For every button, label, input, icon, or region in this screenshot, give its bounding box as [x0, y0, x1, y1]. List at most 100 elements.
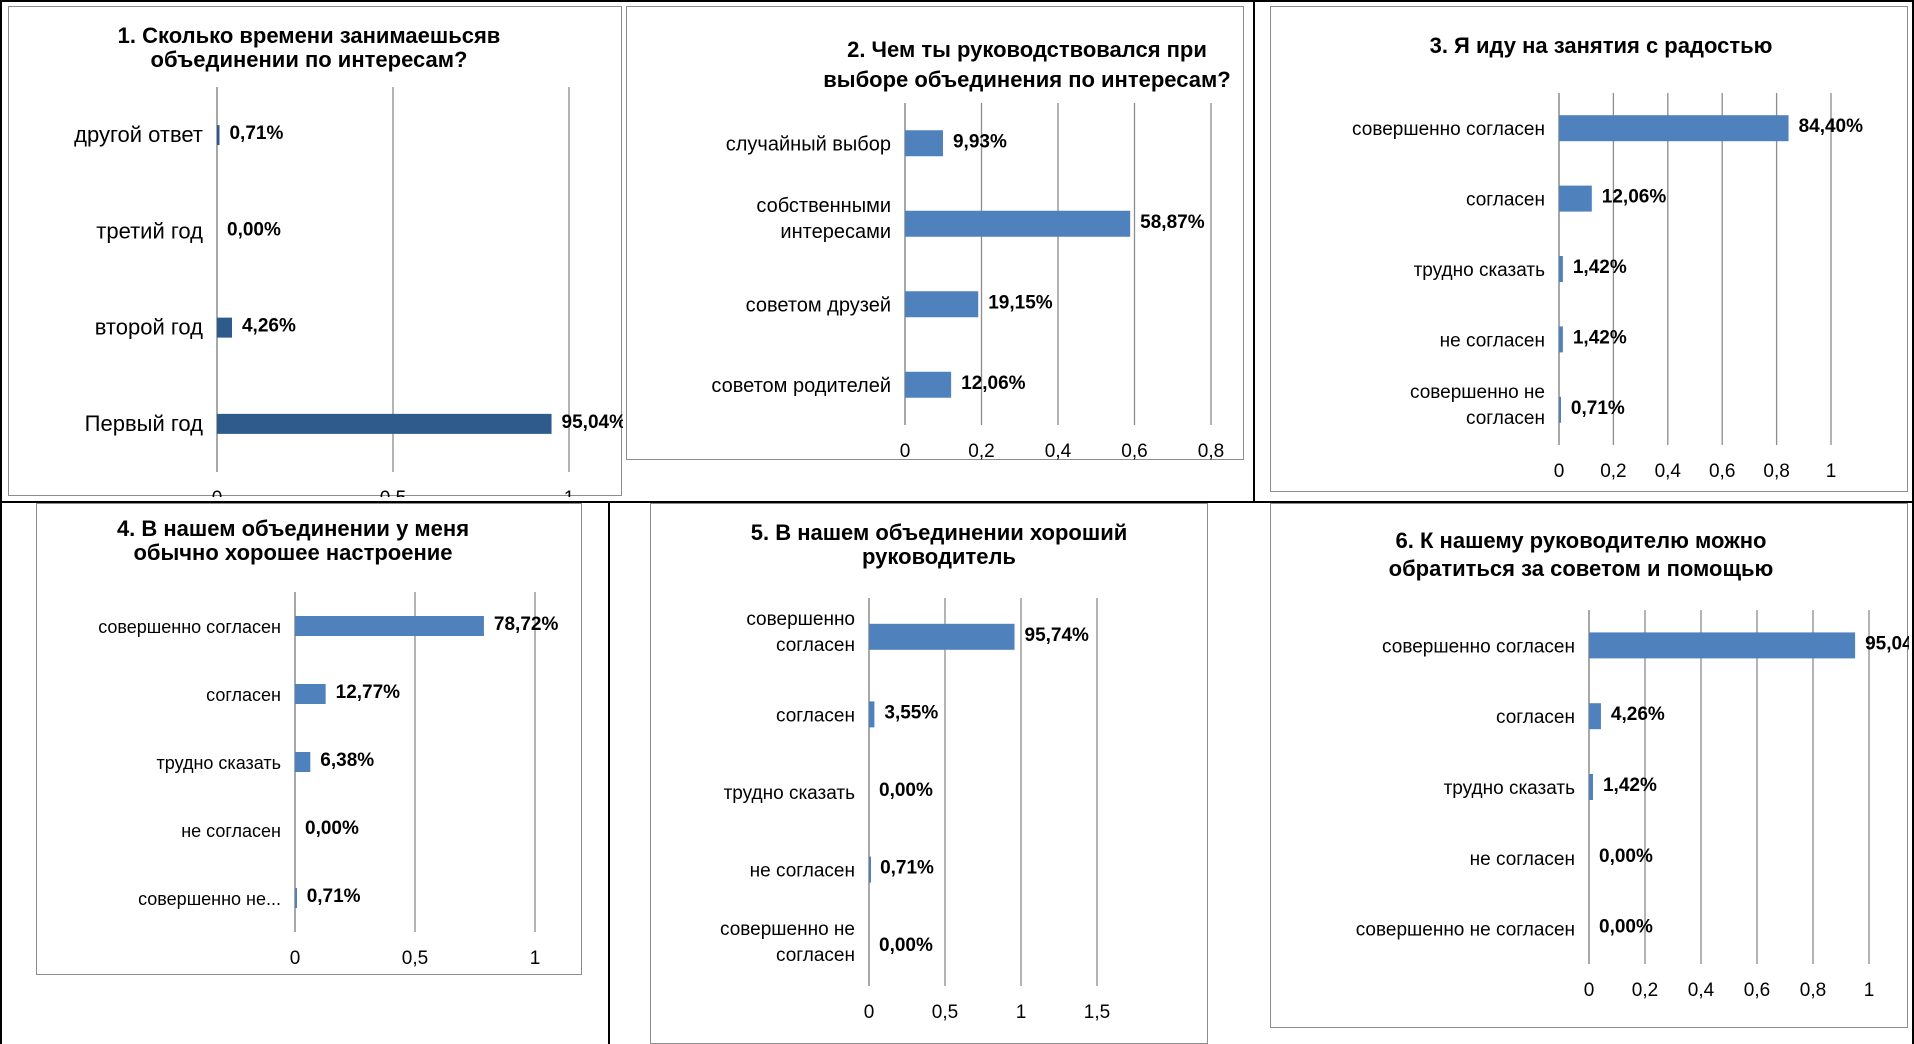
x-tick-label: 0	[1584, 980, 1595, 1001]
table-column-divider-top	[1253, 0, 1255, 503]
category-label: согласен	[206, 685, 281, 705]
category-label-line: собственными	[756, 195, 891, 217]
chart-1: 1. Сколько времени занимаешьсяв объединен…	[74, 23, 626, 509]
table-border-right	[1912, 0, 1914, 1044]
bar	[295, 684, 326, 704]
chart-2-title-line: выборе объединения по интересам?	[823, 67, 1230, 92]
category-label: согласен	[1496, 707, 1575, 728]
data-label: 12,77%	[336, 682, 401, 703]
data-label: 84,40%	[1799, 116, 1864, 137]
x-tick-label: 0,5	[402, 948, 428, 969]
data-label: 95,04%	[562, 412, 623, 433]
category-label: не согласен	[1470, 849, 1575, 870]
bar	[1589, 632, 1856, 659]
table-column-divider-bottom	[608, 503, 610, 1044]
chart-6-frame: 6. К нашему руководителю можно обратиться…	[1270, 503, 1914, 1028]
chart-4-title: 4. В нашем объединении у меня обычно хоро…	[117, 516, 469, 565]
data-label: 0,00%	[879, 935, 933, 956]
category-label: не согласен	[181, 821, 281, 841]
category-label: совершенно согласен	[1352, 119, 1545, 140]
data-label: 4,26%	[242, 316, 296, 337]
x-tick-label: 0,4	[1688, 980, 1715, 1001]
data-label: 0,71%	[229, 123, 283, 144]
bar	[1559, 326, 1563, 353]
category-label: совершенно не согласен	[1410, 382, 1545, 429]
category-label-line: согласен	[1466, 408, 1545, 429]
chart-3: 3. Я иду на занятия с радостью 0 0,2 0,4 0,6…	[1352, 33, 1864, 482]
category-label: совершенно согласен	[1382, 636, 1575, 657]
data-label: 0,00%	[227, 219, 281, 240]
bar	[217, 317, 232, 338]
chart-4: 4. В нашем объединении у меня обычно хоро…	[98, 516, 559, 969]
bar	[869, 623, 1015, 650]
data-label: 0,00%	[1599, 846, 1653, 867]
x-tick-label: 1	[530, 948, 541, 969]
chart-4-title-line: обычно хорошее настроение	[133, 540, 452, 565]
bar	[1589, 703, 1601, 730]
chart-1-title: 1. Сколько времени занимаешьсяв объединен…	[118, 23, 501, 72]
x-tick-label: 0,4	[1655, 461, 1682, 482]
table-border-left	[0, 0, 2, 1044]
data-label: 0,00%	[879, 780, 933, 801]
x-tick-label: 0,2	[1632, 980, 1658, 1001]
x-tick-label: 0,8	[1763, 461, 1789, 482]
category-label: второй год	[95, 315, 203, 340]
category-label: трудно сказать	[1444, 778, 1575, 799]
chart-5-title-line: 5. В нашем объединении хороший	[751, 520, 1128, 545]
category-label-line: согласен	[776, 945, 855, 966]
data-label: 12,06%	[961, 373, 1026, 394]
category-label: согласен	[1466, 190, 1545, 211]
bar	[217, 125, 220, 146]
x-tick-label: 0,6	[1744, 980, 1770, 1001]
category-label: согласен	[776, 705, 855, 726]
bar	[295, 888, 297, 908]
data-label: 0,00%	[305, 818, 359, 839]
chart-3-title: 3. Я иду на занятия с радостью	[1430, 33, 1773, 58]
data-label: 0,71%	[1571, 398, 1625, 419]
chart-6-title-line: 6. К нашему руководителю можно	[1396, 528, 1767, 553]
data-label: 78,72%	[494, 614, 559, 635]
x-tick-label: 1,5	[1084, 1002, 1110, 1023]
chart-5-frame: 5. В нашем объединении хороший руководите…	[650, 503, 1208, 1044]
chart-3-title-line: 3. Я иду на занятия с радостью	[1430, 33, 1773, 58]
bar	[869, 856, 871, 883]
bar	[295, 752, 311, 772]
category-label: совершенно не согласен	[1356, 920, 1575, 941]
category-label: Первый год	[85, 411, 203, 436]
data-label: 95,04%	[1865, 633, 1909, 654]
bar	[1559, 256, 1563, 282]
data-label: 12,06%	[1602, 187, 1667, 208]
chart-5: 5. В нашем объединении хороший руководите…	[720, 520, 1128, 1023]
category-label: совершенно не согласен	[720, 919, 855, 966]
category-label-line: совершенно не	[720, 919, 855, 940]
x-tick-label: 0,2	[1600, 461, 1626, 482]
chart-2-frame: 2. Чем ты руководствовался при выборе объ…	[626, 6, 1244, 462]
category-label: трудно сказать	[724, 783, 855, 804]
x-tick-label: 0	[1554, 461, 1565, 482]
x-tick-label: 0,8	[1800, 980, 1826, 1001]
data-label: 0,71%	[307, 886, 361, 907]
category-label: трудно сказать	[157, 753, 281, 773]
bar	[295, 616, 484, 636]
chart-3-frame: 3. Я иду на занятия с радостью 0 0,2 0,4 0,6…	[1270, 6, 1908, 492]
data-label: 3,55%	[884, 702, 938, 723]
category-label: советом друзей	[746, 294, 891, 316]
bar	[1559, 396, 1561, 423]
data-label: 19,15%	[988, 292, 1053, 313]
category-label: не согласен	[750, 861, 855, 882]
chart-4-frame: 4. В нашем объединении у меня обычно хоро…	[36, 503, 582, 975]
x-tick-label: 0	[212, 488, 223, 497]
category-label: собственными интересами	[756, 195, 891, 243]
x-tick-label: 0	[290, 948, 301, 969]
data-label: 9,93%	[953, 131, 1007, 152]
chart-2: 2. Чем ты руководствовался при выборе объ…	[711, 37, 1230, 462]
x-tick-label: 1	[1864, 980, 1875, 1001]
bar	[869, 701, 875, 728]
x-tick-label: 0,4	[1045, 441, 1072, 461]
chart-6: 6. К нашему руководителю можно обратиться…	[1356, 528, 1914, 1001]
x-tick-label: 1	[1016, 1002, 1027, 1023]
data-label: 4,26%	[1611, 704, 1665, 725]
table-row-divider	[0, 501, 1914, 503]
category-label: трудно сказать	[1414, 260, 1545, 281]
